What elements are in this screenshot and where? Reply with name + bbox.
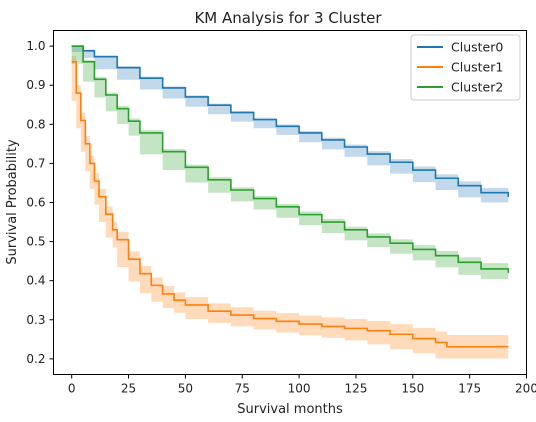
x-tick-label-100: 100 [288,382,311,396]
legend-label-cluster1: Cluster1 [451,60,503,75]
legend-label-cluster0: Cluster0 [451,40,503,55]
survival-curves [71,45,510,348]
confidence-bands [71,46,509,359]
cluster0-survival-line [71,45,510,198]
x-tick-label-150: 150 [401,382,424,396]
y-tick-label-0.4: 0.4 [26,274,45,288]
x-tick-label-50: 50 [178,382,193,396]
legend-box [410,34,521,101]
cluster1-survival-line [71,60,509,348]
x-tick-label-75: 75 [235,382,250,396]
y-tick-label-0.7: 0.7 [26,156,45,170]
x-tick-label-0: 0 [68,382,76,396]
x-tick-label-175: 175 [458,382,481,396]
y-tick-label-0.3: 0.3 [26,313,45,327]
x-axis-title: Survival months [237,402,343,417]
cluster0-confidence-band [71,46,509,203]
y-axis-title: Survival Probability [5,139,20,265]
legend: Cluster0 Cluster1 Cluster2 [410,34,521,101]
x-tick-label-125: 125 [344,382,367,396]
y-tick-label-1: 1.0 [26,39,45,53]
y-axis-ticks: 0.2 0.3 0.4 0.5 0.6 0.7 0.8 0.9 1.0 [26,39,54,366]
y-tick-label-0.2: 0.2 [26,352,45,366]
y-tick-label-0.9: 0.9 [26,78,45,92]
y-tick-label-0.5: 0.5 [26,235,45,249]
chart-title: KM Analysis for 3 Cluster [194,9,382,27]
cluster2-survival-line [71,45,510,273]
x-axis-ticks: 0 25 50 75 100 125 150 175 200 [68,374,536,396]
y-tick-label-0.6: 0.6 [26,196,45,210]
y-tick-label-0.8: 0.8 [26,117,45,131]
x-tick-label-25: 25 [121,382,136,396]
x-tick-label-200: 200 [515,382,536,396]
legend-label-cluster2: Cluster2 [451,80,503,95]
